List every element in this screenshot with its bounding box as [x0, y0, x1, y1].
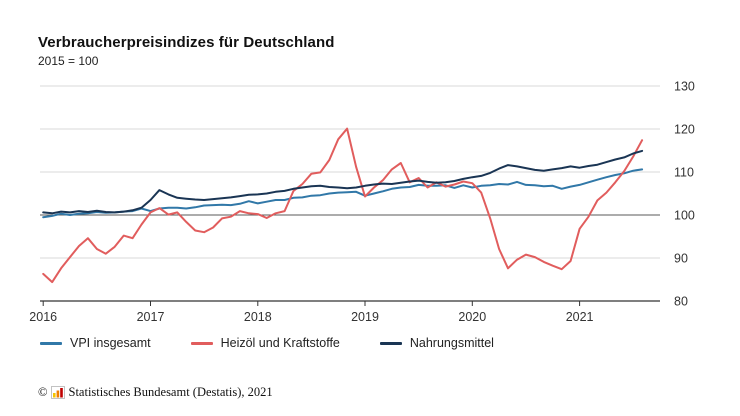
- nahrungsmittel-line-swatch-icon: [379, 341, 402, 345]
- y-axis-tick-label: 90: [674, 252, 688, 266]
- legend-label-heizoel: Heizöl und Kraftstoffe: [220, 336, 340, 350]
- chart-legend: VPI insgesamt Heizöl und Kraftstoffe Nah…: [0, 336, 740, 350]
- y-axis-tick-label: 120: [674, 123, 695, 137]
- series-line-heiz-l-und-kraftstoffe: [42, 127, 644, 284]
- price-index-line-chart: 80 90 100 110 120 130 2016 2017 2018 2019 2020 2021: [29, 80, 695, 325]
- y-axis-tick-label: 80: [674, 295, 688, 309]
- x-axis-tick-label: 2016: [29, 310, 57, 324]
- x-axis-tick-label: 2017: [137, 310, 165, 324]
- legend-item-nahrungsmittel: Nahrungsmittel: [379, 336, 494, 350]
- chart-header: Verbraucherpreisindizes für Deutschland …: [0, 0, 740, 68]
- series-line-vpi-insgesamt: [42, 168, 644, 219]
- y-axis-tick-label: 130: [674, 80, 695, 94]
- legend-label-vpi: VPI insgesamt: [70, 336, 151, 350]
- legend-item-vpi: VPI insgesamt: [40, 336, 151, 350]
- x-axis-tick-label: 2018: [244, 310, 272, 324]
- vpi-line-swatch-icon: [40, 341, 62, 345]
- y-axis-tick-label: 110: [674, 166, 694, 180]
- source-attribution: © Statistisches Bundesamt (Destatis), 20…: [38, 385, 273, 400]
- legend-label-nahrungsmittel: Nahrungsmittel: [409, 336, 494, 350]
- source-text: Statistisches Bundesamt (Destatis), 2021: [68, 385, 273, 399]
- page-title: Verbraucherpreisindizes für Deutschland: [38, 34, 335, 51]
- x-axis-tick-label: 2019: [351, 310, 379, 324]
- chart-area: 80 90 100 110 120 130 2016 2017 2018 2019 2020 2021: [0, 68, 740, 326]
- chart-subtitle: 2015 = 100: [38, 54, 99, 68]
- heizoel-line-swatch-icon: [190, 341, 213, 345]
- series-line-nahrungsmittel: [42, 149, 644, 215]
- x-axis-tick-label: 2020: [458, 310, 486, 324]
- y-axis-tick-label: 100: [674, 209, 695, 223]
- legend-item-heizoel: Heizöl und Kraftstoffe: [190, 336, 340, 350]
- copyright-symbol: ©: [38, 385, 48, 399]
- destatis-logo-icon: [50, 386, 65, 399]
- x-axis-tick-label: 2021: [566, 310, 594, 324]
